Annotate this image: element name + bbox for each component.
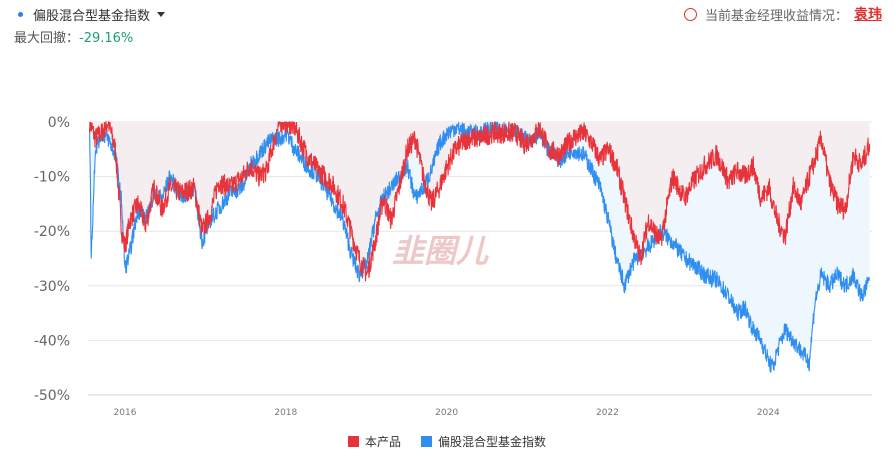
manager-returns-label: 当前基金经理收益情况：: [704, 8, 848, 24]
legend-swatch-index: [421, 436, 432, 447]
y-tick-label: -40%: [34, 333, 70, 349]
x-tick-label: 2024: [757, 408, 780, 418]
max-drawdown-label: 最大回撤：: [14, 31, 80, 46]
max-drawdown-value: -29.16%: [79, 31, 134, 46]
header-left: 偏股混合型基金指数 最大回撤：-29.16%: [14, 4, 166, 46]
drawdown-chart: 0%-10%-20%-30%-40%-50% 2016 2018 2020 2022 2…: [34, 115, 872, 418]
watermark-logo: 韭圈儿: [392, 232, 489, 270]
x-axis: 2016 2018 2020 2022 2024: [88, 394, 872, 418]
legend-label-index: 偏股混合型基金指数: [438, 435, 547, 449]
x-tick-label: 2020: [435, 408, 458, 418]
y-tick-label: -20%: [34, 224, 70, 240]
x-tick-label: 2016: [114, 408, 137, 418]
manager-name-link[interactable]: 袁玮: [854, 7, 882, 23]
y-tick-label: -50%: [34, 388, 70, 404]
max-drawdown: 最大回撤：-29.16%: [14, 27, 165, 46]
y-tick-label: 0%: [48, 115, 70, 131]
y-axis: 0% -10% -20% -30% -40% -50%: [34, 115, 70, 404]
legend-swatch-product: [347, 436, 359, 447]
legend-item-product[interactable]: 本产品: [347, 433, 401, 450]
manager-returns: 当前基金经理收益情况： 袁玮: [683, 4, 882, 24]
y-tick-label: -10%: [34, 170, 70, 186]
index-selector-label: 偏股混合型基金指数: [33, 8, 151, 24]
product-drawdown-area: [89, 122, 870, 282]
chart-legend: 本产品 偏股混合型基金指数: [0, 433, 894, 450]
caret-down-icon: [157, 11, 166, 17]
product-drawdown-line: [89, 120, 871, 282]
x-tick-label: 2018: [274, 408, 297, 418]
y-tick-label: -30%: [34, 279, 70, 295]
legend-item-index[interactable]: 偏股混合型基金指数: [421, 433, 546, 450]
legend-label-product: 本产品: [364, 435, 401, 449]
radio-circle-icon[interactable]: [683, 7, 697, 21]
bullet-dot-icon: [18, 11, 23, 17]
x-tick-label: 2022: [596, 408, 619, 418]
index-selector-dropdown[interactable]: 偏股混合型基金指数: [14, 4, 166, 24]
